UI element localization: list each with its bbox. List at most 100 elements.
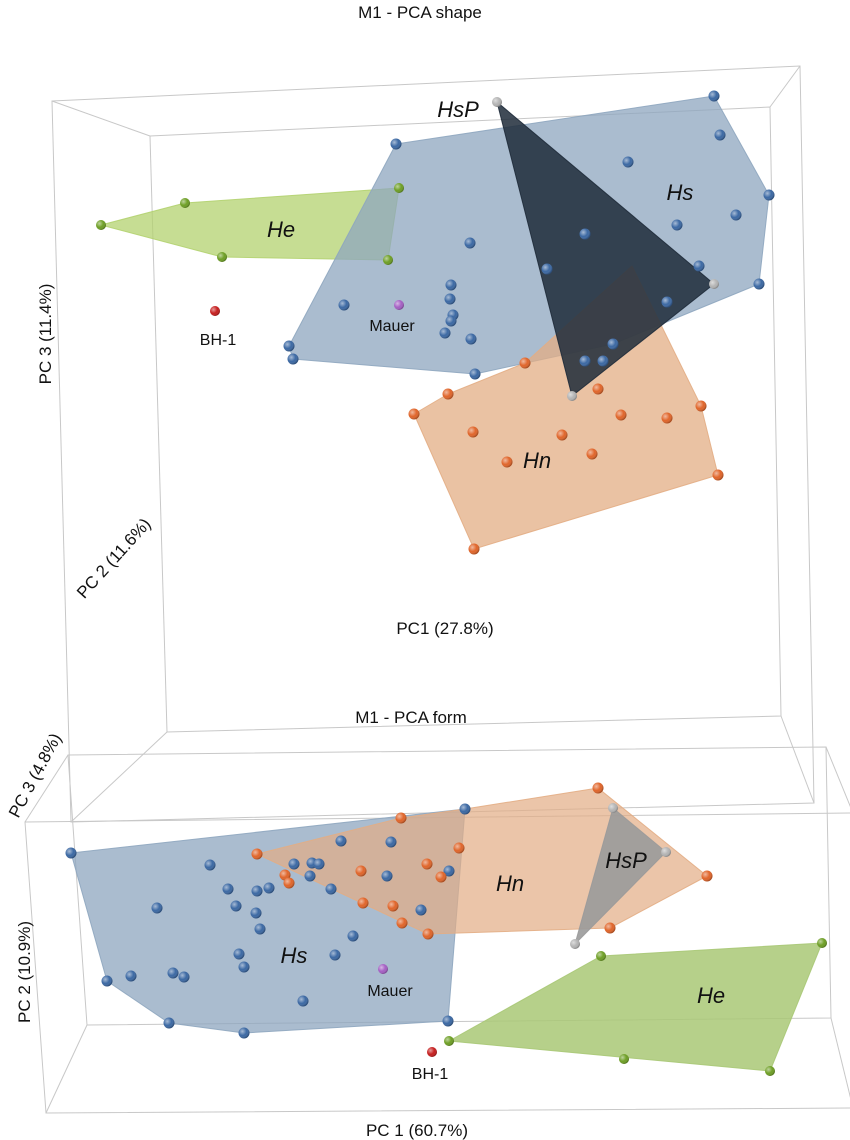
group-label-hs: Hs [281,943,308,968]
point-highlight [396,917,408,929]
point-highlight [408,408,420,420]
point-highlight [394,183,404,193]
point-highlight [167,967,179,979]
point-highlight [204,859,216,871]
point-highlight [619,1054,629,1064]
point-highlight [347,930,359,942]
y-axis-label: PC 2 (10.9%) [15,921,34,1023]
point-highlight [817,938,827,948]
group-label-hsp: HsP [605,848,647,873]
point-highlight [693,260,705,272]
z-axis-label: PC 3 (4.8%) [5,730,65,821]
point-highlight [709,279,719,289]
point-highlight [444,293,456,305]
hull-hsp [574,807,667,945]
point-highlight [556,429,568,441]
point-highlight [592,782,604,794]
point-highlight [180,198,190,208]
x-axis-label: PC 1 (60.7%) [366,1121,468,1140]
point-highlight [442,388,454,400]
point-highlight [394,300,404,310]
hull-he [448,942,823,1072]
point-highlight [592,383,604,395]
point-highlight [250,907,262,919]
point-highlight [101,975,113,987]
point-highlight [222,883,234,895]
bounding-box-edge [51,100,151,137]
bounding-box-edge [24,754,69,823]
point-highlight [604,922,616,934]
point-highlight [469,368,481,380]
point-highlight [329,949,341,961]
point-highlight [338,299,350,311]
point-highlight [519,357,531,369]
point-highlight [459,803,471,815]
point-highlight [464,237,476,249]
point-highlight [596,951,606,961]
point-highlight [288,858,300,870]
point-highlight [712,469,724,481]
hull-hsp [496,101,715,397]
point-highlight [383,255,393,265]
bounding-box-edge [45,1024,88,1114]
point-highlight [435,871,447,883]
point-highlight [714,129,726,141]
point-highlight [753,278,765,290]
point-highlight [251,885,263,897]
x-axis-label: PC1 (27.8%) [396,619,493,638]
point-highlight [283,340,295,352]
point-highlight [708,90,720,102]
point-highlight [96,220,106,230]
point-highlight [730,209,742,221]
pca-form-chart: M1 - PCA form PC 1 (60.7%) PC 2 (10.9%) … [5,708,850,1140]
point-highlight [597,355,609,367]
point-highlight [607,338,619,350]
point-highlight [233,948,245,960]
point-highlight [357,897,369,909]
bounding-box-edge [830,1017,850,1098]
point-highlight [586,448,598,460]
point-highlight [445,279,457,291]
point-highlight [385,836,397,848]
point-highlight [287,353,299,365]
point-highlight [467,426,479,438]
point-highlight [579,355,591,367]
bounding-box-edge [769,65,801,108]
point-highlight [671,219,683,231]
point-highlight [427,1047,437,1057]
group-label-hn: Hn [523,448,551,473]
point-highlight [297,995,309,1007]
point-highlight [570,939,580,949]
point-highlight [661,412,673,424]
y-axis-label: PC 2 (11.6%) [73,515,155,603]
point-highlight [151,902,163,914]
point-highlight [439,327,451,339]
point-highlight [304,870,316,882]
point-highlight [325,883,337,895]
group-label-hn: Hn [496,871,524,896]
point-highlight [263,882,275,894]
bounding-box-edge [70,731,168,823]
group-label-he: He [267,217,295,242]
point-highlight [355,865,367,877]
point-highlight [442,1015,454,1027]
point-highlight [661,296,673,308]
point-highlight [378,964,388,974]
point-highlight [763,189,775,201]
point-highlight [390,138,402,150]
point-highlight [492,97,502,107]
point-highlight [501,456,513,468]
point-highlight [381,870,393,882]
point-highlight [695,400,707,412]
point-highlight [453,842,465,854]
point-highlight [567,391,577,401]
pca-shape-chart: M1 - PCA shape PC1 (27.8%) PC 3 (11.4%) … [36,3,815,823]
point-highlight [125,970,137,982]
point-highlight [254,923,266,935]
bounding-box-edge [825,746,850,807]
point-highlight [335,835,347,847]
point-highlight [283,877,295,889]
z-axis-label: PC 3 (11.4%) [36,284,55,385]
specimen-label-mauer: Mauer [369,318,415,335]
